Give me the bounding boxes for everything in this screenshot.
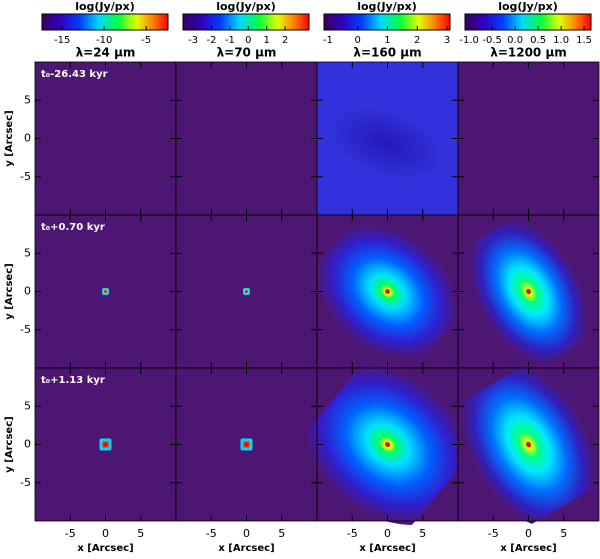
y-tick-label: 5 [24,246,31,259]
wavelength-label: λ=24 μm [76,46,136,60]
colorbar-tick-label: -15 [54,35,70,46]
colorbar-tick-label: 0 [354,35,360,46]
panel-image [176,62,317,215]
colorbar-label: log(Jy/px) [357,0,417,13]
x-tick-label: -5 [206,527,217,540]
colorbar-tick-label: -10 [96,35,112,46]
colorbar-tick-label: -3 [188,35,198,46]
colorbar [464,13,592,31]
panel-image [35,62,176,215]
y-tick-label: 0 [24,132,31,145]
source-peak [385,442,390,447]
x-tick-label: 5 [278,527,285,540]
colorbar-tick-label: 1.5 [576,35,592,46]
colorbar-tick-label: 1 [264,35,270,46]
y-tick-label: 0 [24,285,31,298]
colorbar-label: log(Jy/px) [75,0,135,13]
colorbar-tick-label: 3 [444,35,450,46]
time-label: t₀+1.13 kyr [41,375,105,386]
colorbar-tick-label: -0.5 [482,35,502,46]
x-tick-label: 5 [419,527,426,540]
wavelength-label: λ=160 μm [353,46,421,60]
x-axis-label: x [Arcsec] [218,543,274,554]
source-peak [526,442,531,447]
colorbar-label: log(Jy/px) [216,0,276,13]
colorbar-tick-label: -5 [141,35,151,46]
colorbar-tick-label: 0 [245,35,251,46]
colorbar-tick-label: 2 [282,35,288,46]
panel-image [458,62,599,215]
source-peak [245,290,248,293]
x-tick-label: -5 [347,527,358,540]
source-peak [385,289,390,294]
colorbar-tick-label: -1.0 [459,35,479,46]
x-tick-label: 0 [384,527,391,540]
x-axis-label: x [Arcsec] [500,543,556,554]
time-label: t₀-26.43 kyr [41,69,108,80]
y-tick-label: 5 [24,399,31,412]
source-peak [245,443,248,446]
colorbar-label: log(Jy/px) [498,0,558,13]
x-tick-label: 0 [243,527,250,540]
colorbar-tick-label: 2 [414,35,420,46]
x-tick-label: 0 [525,527,532,540]
time-label: t₀+0.70 kyr [41,222,105,233]
y-tick-label: -5 [20,476,31,489]
colorbar-tick-label: -2 [207,35,217,46]
x-tick-label: 5 [560,527,567,540]
wavelength-label: λ=1200 μm [490,46,567,60]
source-peak [104,290,107,293]
colorbar-tick-label: -1 [323,35,333,46]
colorbar-tick-label: 0.0 [507,35,523,46]
y-tick-label: -5 [20,323,31,336]
source-peak [104,443,107,446]
colorbar-tick-label: 0.5 [530,35,546,46]
y-tick-label: 5 [24,93,31,106]
y-axis-label: y [Arcsec] [4,110,15,166]
colorbar [41,13,169,31]
y-tick-label: -5 [20,170,31,183]
colorbar-tick-label: -1 [225,35,235,46]
x-axis-label: x [Arcsec] [77,543,133,554]
y-axis-label: y [Arcsec] [4,263,15,319]
colorbar [182,13,310,31]
colorbar-tick-label: 1.0 [553,35,569,46]
source-peak [526,289,531,294]
x-axis-label: x [Arcsec] [359,543,415,554]
y-axis-label: y [Arcsec] [4,416,15,472]
y-tick-label: 0 [24,438,31,451]
x-tick-label: -5 [65,527,76,540]
x-tick-label: 0 [102,527,109,540]
emission [333,109,439,178]
x-tick-label: 5 [137,527,144,540]
colorbar-tick-label: 1 [384,35,390,46]
x-tick-label: -5 [488,527,499,540]
wavelength-label: λ=70 μm [217,46,277,60]
